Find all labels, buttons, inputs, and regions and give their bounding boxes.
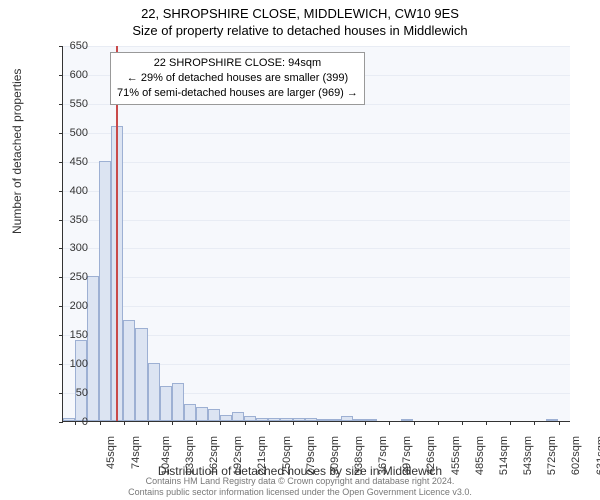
y-axis-label: Number of detached properties — [10, 69, 24, 234]
histogram-bar — [208, 409, 220, 421]
histogram-bar — [160, 386, 172, 421]
xtick-mark — [148, 421, 149, 425]
ytick-label: 0 — [48, 416, 88, 428]
xtick-mark — [559, 421, 560, 425]
footer-line-1: Contains HM Land Registry data © Crown c… — [0, 476, 600, 487]
xtick-mark — [365, 421, 366, 425]
annotation-line-2: ← 29% of detached houses are smaller (39… — [117, 71, 358, 86]
grid-line — [63, 220, 570, 221]
histogram-bar — [365, 419, 377, 421]
grid-line — [63, 248, 570, 249]
ytick-label: 500 — [48, 127, 88, 139]
ytick-label: 450 — [48, 156, 88, 168]
histogram-bar — [123, 320, 135, 421]
histogram-bar — [353, 419, 365, 421]
histogram-bar — [87, 276, 99, 421]
grid-line — [63, 306, 570, 307]
chart-subtitle: Size of property relative to detached ho… — [0, 21, 600, 38]
histogram-bar — [280, 418, 292, 421]
ytick-label: 300 — [48, 242, 88, 254]
histogram-bar — [75, 340, 87, 421]
ytick-label: 100 — [48, 358, 88, 370]
xtick-mark — [124, 421, 125, 425]
histogram-bar — [329, 419, 341, 421]
histogram-bar — [220, 415, 232, 421]
xtick-mark — [414, 421, 415, 425]
ytick-label: 250 — [48, 271, 88, 283]
ytick-label: 650 — [48, 40, 88, 52]
ytick-label: 50 — [48, 387, 88, 399]
histogram-bar — [99, 161, 111, 421]
histogram-bar — [148, 363, 160, 421]
xtick-mark — [341, 421, 342, 425]
ytick-label: 150 — [48, 329, 88, 341]
xtick-mark — [269, 421, 270, 425]
xtick-mark — [438, 421, 439, 425]
property-annotation-box: 22 SHROPSHIRE CLOSE: 94sqm ← 29% of deta… — [110, 52, 365, 105]
annotation-line-1: 22 SHROPSHIRE CLOSE: 94sqm — [117, 56, 358, 71]
xtick-mark — [510, 421, 511, 425]
grid-line — [63, 191, 570, 192]
grid-line — [63, 162, 570, 163]
histogram-bar — [305, 418, 317, 421]
grid-line — [63, 133, 570, 134]
xtick-mark — [389, 421, 390, 425]
xtick-mark — [172, 421, 173, 425]
histogram-bar — [172, 383, 184, 421]
histogram-bar — [256, 418, 268, 421]
xtick-mark — [486, 421, 487, 425]
histogram-bar — [135, 328, 147, 421]
xtick-mark — [534, 421, 535, 425]
xtick-mark — [196, 421, 197, 425]
ytick-label: 600 — [48, 69, 88, 81]
ytick-label: 350 — [48, 214, 88, 226]
ytick-label: 550 — [48, 98, 88, 110]
xtick-mark — [220, 421, 221, 425]
histogram-bar — [268, 418, 280, 421]
footer-line-2: Contains public sector information licen… — [0, 487, 600, 498]
histogram-bar — [184, 404, 196, 421]
histogram-bar — [232, 412, 244, 421]
xtick-mark — [317, 421, 318, 425]
ytick-label: 200 — [48, 300, 88, 312]
xtick-mark — [462, 421, 463, 425]
histogram-bar — [341, 416, 353, 421]
histogram-bar — [546, 419, 558, 421]
xtick-mark — [245, 421, 246, 425]
chart-plot-area: 22 SHROPSHIRE CLOSE: 94sqm ← 29% of deta… — [62, 46, 570, 422]
grid-line — [63, 277, 570, 278]
histogram-bar — [401, 419, 413, 421]
chart-title-address: 22, SHROPSHIRE CLOSE, MIDDLEWICH, CW10 9… — [0, 0, 600, 21]
histogram-bar — [293, 418, 305, 421]
histogram-bar — [317, 419, 329, 421]
xtick-mark — [100, 421, 101, 425]
xtick-mark — [293, 421, 294, 425]
annotation-line-3: 71% of semi-detached houses are larger (… — [117, 86, 358, 101]
grid-line — [63, 46, 570, 47]
ytick-label: 400 — [48, 185, 88, 197]
chart-footer: Contains HM Land Registry data © Crown c… — [0, 476, 600, 498]
histogram-bar — [244, 416, 256, 421]
histogram-bar — [196, 407, 208, 421]
